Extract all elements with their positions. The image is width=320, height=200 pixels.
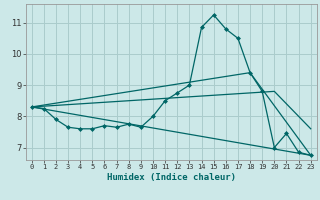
X-axis label: Humidex (Indice chaleur): Humidex (Indice chaleur) bbox=[107, 173, 236, 182]
